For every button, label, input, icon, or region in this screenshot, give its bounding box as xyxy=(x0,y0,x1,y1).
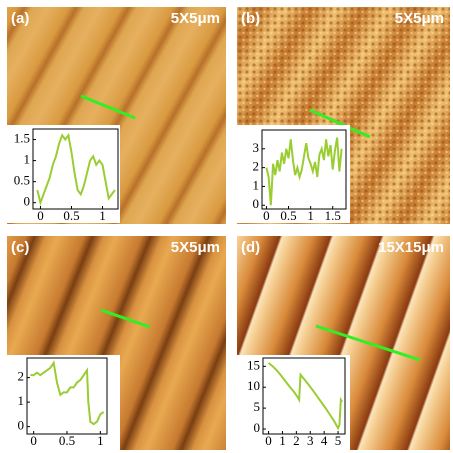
scale-label: 5X5μm xyxy=(395,10,444,27)
x-tick-label: 0 xyxy=(37,208,44,223)
scale-label: 15X15μm xyxy=(378,239,444,256)
panel-label: (d) xyxy=(241,239,260,256)
scale-label: 5X5μm xyxy=(171,10,220,27)
y-tick-label: 5 xyxy=(254,399,261,414)
x-tick-label: 1.5 xyxy=(325,208,341,223)
figure: (a)5X5μm00.511.500.51(b)5X5μm012300.511.… xyxy=(0,0,453,453)
y-tick-label: 1 xyxy=(253,177,260,192)
panel-label: (c) xyxy=(11,239,29,256)
y-tick-label: 0 xyxy=(18,418,25,433)
y-tick-label: 1.5 xyxy=(14,131,30,146)
y-tick-label: 2 xyxy=(18,369,25,384)
y-tick-label: 0 xyxy=(24,194,31,209)
x-tick-label: 2 xyxy=(293,433,300,448)
y-tick-label: 0.5 xyxy=(14,173,30,188)
x-tick-label: 0 xyxy=(30,433,37,448)
y-tick-label: 0 xyxy=(253,196,260,211)
y-tick-label: 15 xyxy=(247,357,260,372)
x-tick-label: 0 xyxy=(265,433,272,448)
x-tick-label: 0.5 xyxy=(59,433,75,448)
panel-label: (a) xyxy=(11,10,29,27)
y-tick-label: 0 xyxy=(254,420,261,435)
panel-label: (b) xyxy=(241,10,260,27)
y-tick-label: 10 xyxy=(247,378,260,393)
x-tick-label: 0.5 xyxy=(280,208,296,223)
y-tick-label: 3 xyxy=(253,140,260,155)
x-tick-label: 3 xyxy=(307,433,314,448)
x-tick-label: 1 xyxy=(307,208,314,223)
x-tick-label: 0 xyxy=(263,208,270,223)
x-tick-label: 4 xyxy=(321,433,328,448)
scale-label: 5X5μm xyxy=(171,239,220,256)
x-tick-label: 0.5 xyxy=(63,208,79,223)
x-tick-label: 1 xyxy=(279,433,286,448)
y-tick-label: 1 xyxy=(18,393,25,408)
y-tick-label: 1 xyxy=(24,152,31,167)
x-tick-label: 1 xyxy=(97,433,104,448)
y-tick-label: 2 xyxy=(253,159,260,174)
x-tick-label: 5 xyxy=(335,433,342,448)
x-tick-label: 1 xyxy=(99,208,106,223)
